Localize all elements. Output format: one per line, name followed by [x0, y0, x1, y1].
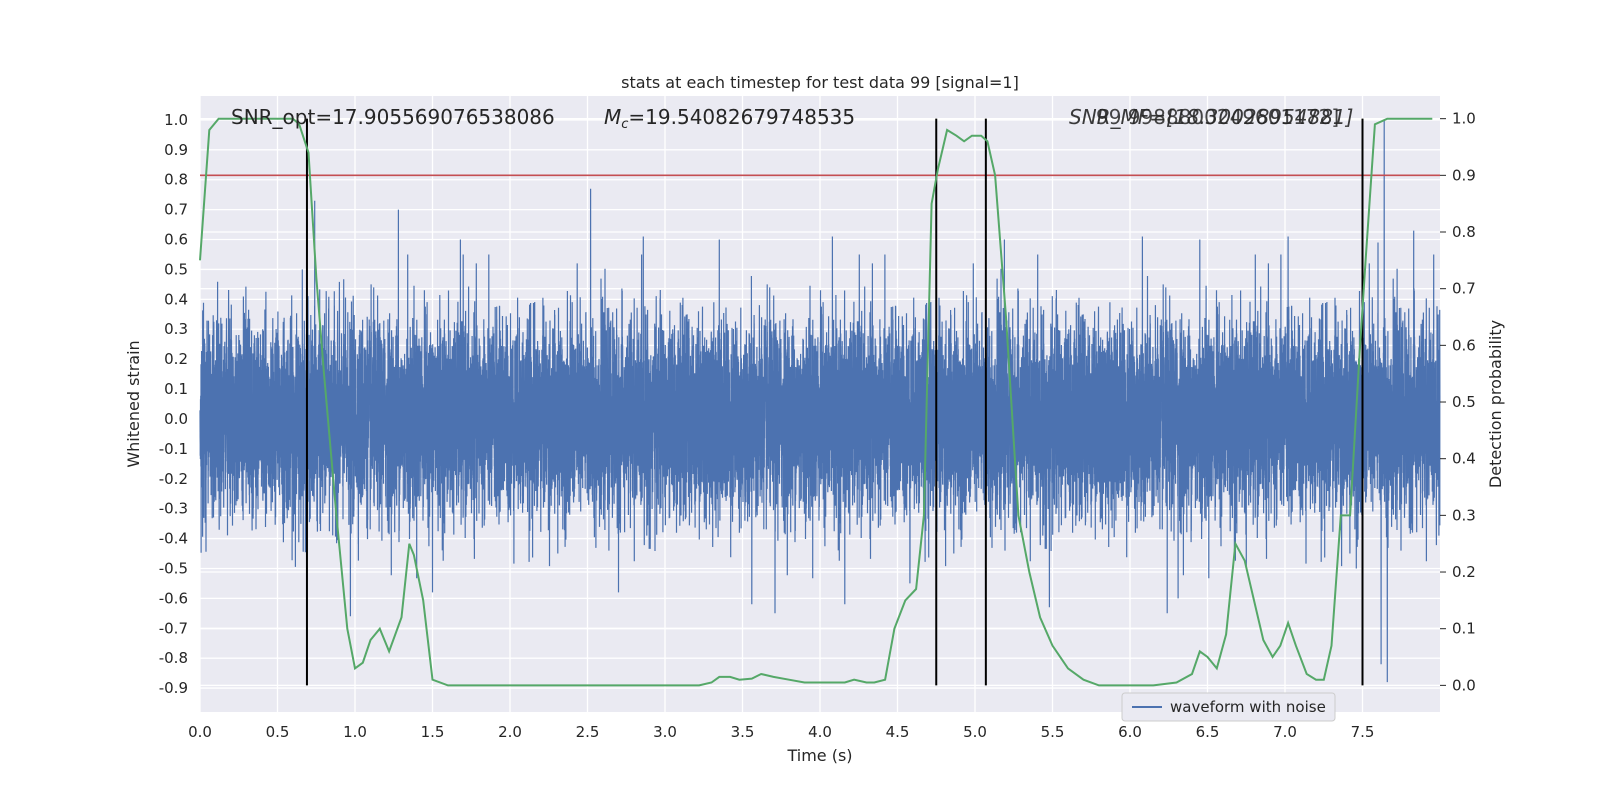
y-tick-label-right: 0.7	[1452, 280, 1476, 298]
x-tick-label: 0.5	[266, 723, 290, 741]
y-tick-label-right: 0.4	[1452, 450, 1476, 468]
chirp-mass-subscript: c	[621, 117, 628, 132]
chirp-mass-symbol: M	[604, 105, 621, 129]
y-tick-label-left: 0.2	[164, 350, 188, 368]
y-tick-label-right: 0.5	[1452, 393, 1476, 411]
y-tick-label-left: 0.1	[164, 380, 188, 398]
y-tick-label-left: 0.8	[164, 171, 188, 189]
x-tick-label: 2.0	[498, 723, 522, 741]
waveform-with-noise-line	[199, 119, 1441, 683]
snr-opt-annotation: SNR_opt=17.905569076538086	[231, 105, 555, 129]
x-tick-label: 4.5	[886, 723, 910, 741]
y-tick-label-left: -0.3	[159, 500, 188, 518]
y-tick-label-left: -0.4	[159, 530, 188, 548]
chirp-mass-annotation: Mc=19.54082679748535	[604, 105, 855, 132]
x-tick-label: 7.5	[1351, 723, 1375, 741]
y-tick-label-left: 0.5	[164, 260, 188, 278]
y-tick-label-right: 0.0	[1452, 676, 1476, 694]
legend: waveform with noise	[1121, 692, 1336, 722]
overlap-annotation-a: SNR_MF=[18.30028954881]	[1069, 105, 1353, 129]
y-tick-label-left: 1.0	[164, 111, 188, 129]
y-tick-label-right: 1.0	[1452, 110, 1476, 128]
x-tick-label: 2.5	[576, 723, 600, 741]
x-tick-label: 3.5	[731, 723, 755, 741]
probability-series	[199, 117, 1433, 687]
overlay-lines	[200, 118, 1440, 686]
x-tick-label: 5.0	[963, 723, 987, 741]
y-tick-label-left: 0.7	[164, 201, 188, 219]
x-tick-label: 0.0	[188, 723, 212, 741]
y-axis-label-right: Detection probability	[1486, 320, 1505, 488]
y-tick-label-left: -0.6	[159, 589, 188, 607]
y-tick-label-left: -0.1	[159, 440, 188, 458]
legend-box	[1121, 692, 1336, 722]
y-axis-label-left: Whitened strain	[124, 340, 143, 467]
x-tick-label: 1.0	[343, 723, 367, 741]
legend-label: waveform with noise	[1170, 698, 1326, 716]
x-tick-label: 7.0	[1273, 723, 1297, 741]
y-tick-label-left: -0.8	[159, 649, 188, 667]
x-tick-label: 3.0	[653, 723, 677, 741]
detection-probability-line	[199, 117, 1433, 687]
y-tick-label-left: 0.6	[164, 231, 188, 249]
y-tick-label-left: -0.2	[159, 470, 188, 488]
y-tick-label-right: 0.3	[1452, 506, 1476, 524]
y-tick-label-right: 0.1	[1452, 620, 1476, 638]
x-axis-label: Time (s)	[786, 746, 852, 765]
y-tick-label-right: 0.2	[1452, 563, 1476, 581]
y-tick-label-right: 0.9	[1452, 166, 1476, 184]
overlap-annotation-b: 99 9988800249601172]	[1096, 105, 1339, 129]
chart-title: stats at each timestep for test data 99 …	[621, 73, 1019, 92]
y-tick-label-left: -0.7	[159, 619, 188, 637]
x-tick-label: 4.0	[808, 723, 832, 741]
x-tick-label: 6.0	[1118, 723, 1142, 741]
y-tick-label-right: 0.8	[1452, 223, 1476, 241]
y-tick-label-right: 0.6	[1452, 336, 1476, 354]
x-tick-label: 1.5	[421, 723, 445, 741]
chirp-mass-value: =19.54082679748535	[628, 105, 855, 129]
y-tick-label-left: 0.0	[164, 410, 188, 428]
y-tick-label-left: -0.5	[159, 559, 188, 577]
x-tick-label: 5.5	[1041, 723, 1065, 741]
x-tick-label: 6.5	[1196, 723, 1220, 741]
axes: 0.0 0.5 1.0 1.5 2.0 2.5 3.0 3.5 4.0 4.5 5.0 5.5 6.0 6…	[159, 110, 1476, 741]
y-tick-label-left: -0.9	[159, 679, 188, 697]
y-tick-label-left: 0.3	[164, 320, 188, 338]
y-tick-label-left: 0.4	[164, 290, 188, 308]
y-tick-label-left: 0.9	[164, 141, 188, 159]
waveform-series	[199, 119, 1441, 683]
